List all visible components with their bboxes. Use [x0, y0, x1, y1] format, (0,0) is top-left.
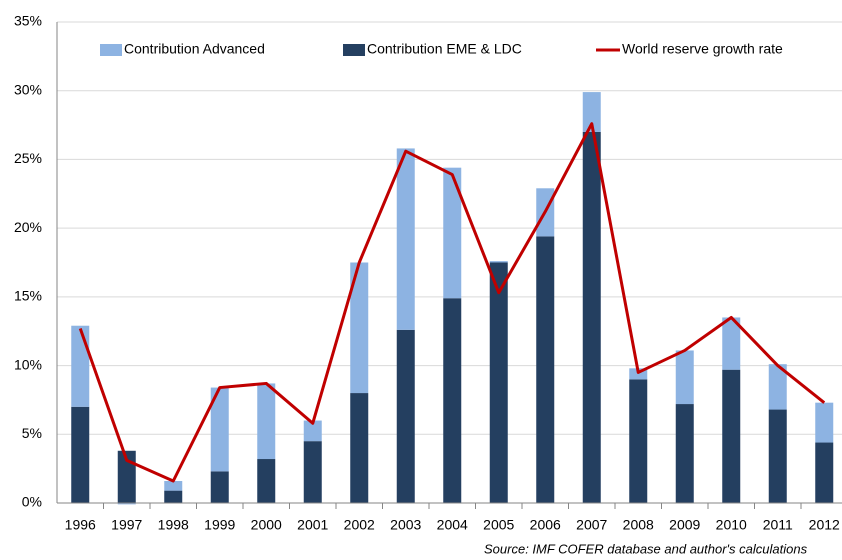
x-tick-label: 2000 — [251, 517, 282, 533]
bar — [629, 379, 648, 503]
bar — [815, 442, 834, 503]
bar — [164, 481, 183, 491]
bar — [71, 406, 90, 503]
bar — [768, 364, 787, 410]
bar — [164, 490, 183, 503]
bar — [210, 471, 229, 503]
line-series — [78, 122, 826, 483]
x-tick-label: 1998 — [158, 517, 189, 533]
x-tick-label: 2007 — [576, 517, 607, 533]
y-tick-label: 15% — [14, 288, 42, 304]
bar — [722, 369, 741, 503]
bar — [443, 298, 462, 503]
bar — [257, 459, 276, 503]
x-tick-label: 2010 — [716, 517, 747, 533]
bar — [396, 148, 415, 330]
y-tick-label: 30% — [14, 81, 42, 97]
bar — [350, 262, 369, 394]
y-tick-label: 35% — [14, 13, 42, 29]
bar — [443, 167, 462, 299]
x-tick-label: 2005 — [483, 517, 514, 533]
y-tick-label: 5% — [22, 425, 42, 441]
bar — [117, 503, 136, 505]
x-tick-label: 1999 — [204, 517, 235, 533]
y-tick-label: 10% — [14, 356, 42, 372]
bar — [815, 402, 834, 443]
bar — [303, 420, 322, 442]
bar — [536, 236, 555, 504]
x-tick-label: 2002 — [344, 517, 375, 533]
legend-label: World reserve growth rate — [622, 41, 783, 57]
x-tick-label: 2001 — [297, 517, 328, 533]
bar — [303, 441, 322, 503]
y-tick-label: 20% — [14, 219, 42, 235]
y-tick-label: 0% — [22, 494, 42, 510]
legend-label: Contribution EME & LDC — [367, 41, 522, 57]
bar — [71, 325, 90, 407]
bar — [722, 317, 741, 370]
bar — [257, 383, 276, 460]
x-tick-label: 2012 — [809, 517, 840, 533]
bar — [489, 261, 508, 263]
bar — [582, 92, 601, 132]
bar — [675, 350, 694, 405]
bar — [396, 329, 415, 503]
bar — [210, 387, 229, 472]
x-tick-label: 2006 — [530, 517, 561, 533]
legend-swatch — [343, 44, 365, 56]
x-tick-label: 2004 — [437, 517, 468, 533]
legend-label: Contribution Advanced — [124, 41, 265, 57]
x-tick-label: 2008 — [623, 517, 654, 533]
bar — [675, 404, 694, 503]
x-tick-label: 2003 — [390, 517, 421, 533]
y-tick-label: 25% — [14, 150, 42, 166]
bar — [768, 409, 787, 503]
x-tick-label: 2011 — [763, 517, 793, 533]
x-tick-label: 1997 — [111, 517, 142, 533]
x-tick-label: 2009 — [669, 517, 700, 533]
source-note: Source: IMF COFER database and author's … — [484, 541, 808, 556]
bar — [582, 131, 601, 503]
x-tick-label: 1996 — [65, 517, 96, 533]
bar — [350, 393, 369, 503]
bar — [489, 262, 508, 503]
legend-swatch — [100, 44, 122, 56]
